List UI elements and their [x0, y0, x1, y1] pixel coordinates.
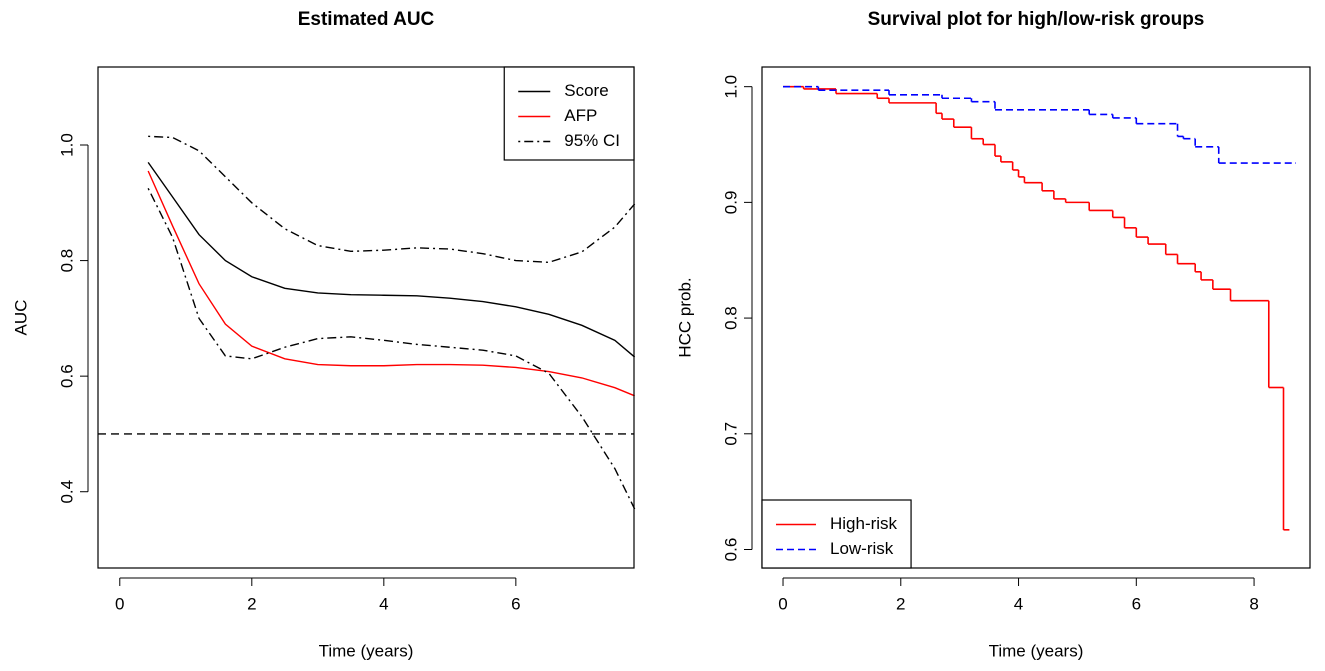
x-tick-label: 0 — [778, 594, 787, 613]
legend-label: AFP — [564, 106, 597, 125]
chart-title: Estimated AUC — [298, 9, 435, 30]
legend-label: High-risk — [830, 514, 898, 533]
x-tick-label: 0 — [115, 594, 124, 613]
x-tick-label: 4 — [1014, 594, 1023, 613]
legend-box — [761, 499, 912, 569]
legend-label: Score — [564, 81, 608, 100]
series-line — [147, 188, 636, 510]
legend-box — [503, 66, 635, 161]
panel: Survival plot for high/low-risk groups Ti… — [675, 9, 1311, 660]
x-tick-label: 6 — [1132, 594, 1141, 613]
y-tick-label: 1.0 — [721, 75, 740, 99]
x-tick-label: 8 — [1249, 594, 1258, 613]
y-axis-label: HCC prob. — [675, 277, 694, 357]
x-tick-label: 2 — [896, 594, 905, 613]
plot-frame — [97, 66, 635, 569]
x-tick-label: 6 — [511, 594, 520, 613]
y-axis-label: AUC — [11, 300, 30, 336]
legend: Score AFP 95% CI — [503, 66, 635, 161]
y-tick-label: 0.4 — [57, 480, 76, 504]
legend: High-risk Low-risk — [761, 499, 912, 569]
x-tick-label: 4 — [379, 594, 388, 613]
y-tick-label: 0.8 — [57, 249, 76, 273]
series-line — [147, 170, 635, 397]
y-tick-label: 1.0 — [57, 133, 76, 157]
y-tick-label: 0.9 — [721, 191, 740, 215]
legend-label: 95% CI — [564, 131, 620, 150]
x-axis-label: Time (years) — [319, 641, 414, 660]
y-tick-label: 0.8 — [721, 306, 740, 330]
y-tick-label: 0.6 — [721, 538, 740, 562]
panel: Estimated AUC Time (years) AUC 0 2 4 6 0.4 0.6 0.… — [11, 9, 636, 660]
y-tick-label: 0.6 — [57, 364, 76, 388]
y-tick-label: 0.7 — [721, 422, 740, 446]
x-axis-label: Time (years) — [989, 641, 1084, 660]
x-tick-label: 2 — [247, 594, 256, 613]
plot-frame — [761, 66, 1311, 569]
series-line — [148, 135, 636, 264]
legend-label: Low-risk — [830, 539, 894, 558]
chart-title: Survival plot for high/low-risk groups — [868, 9, 1205, 30]
series-line — [147, 161, 636, 358]
